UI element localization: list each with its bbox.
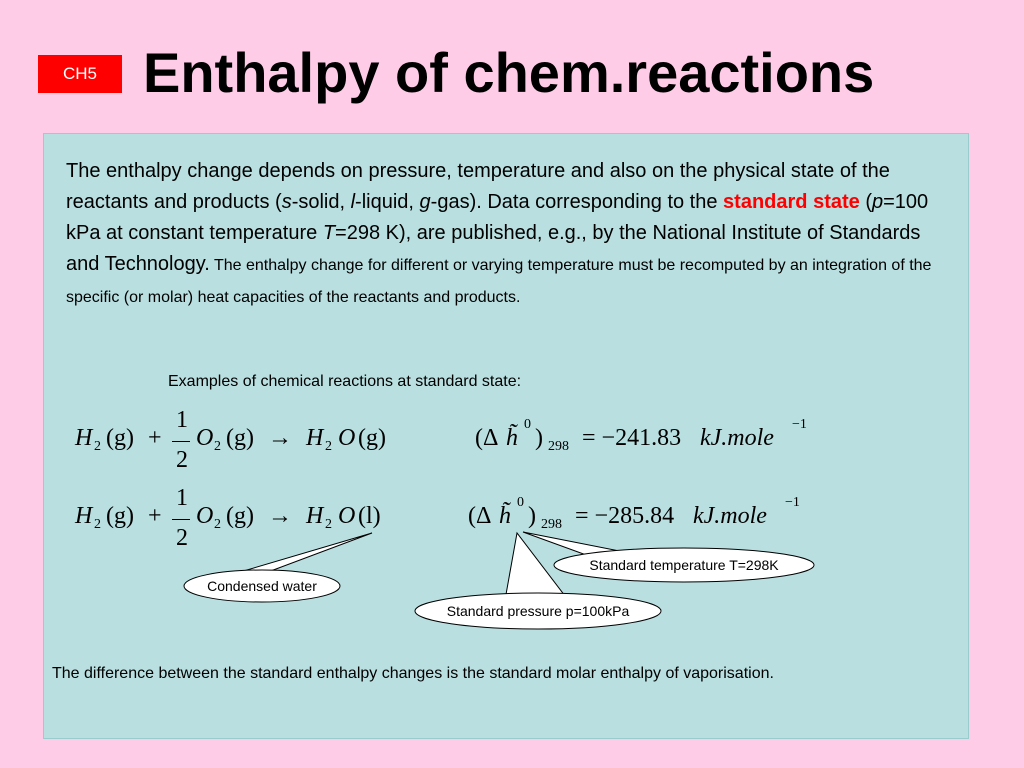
equation-part: (g) — [226, 425, 254, 451]
slide-title: Enthalpy of chem.reactions — [143, 41, 875, 104]
equation-part: 2 — [325, 517, 332, 532]
equation-part: 2 — [94, 439, 101, 454]
equation-part: ) — [528, 503, 536, 529]
equation-part: H — [75, 425, 93, 451]
equation-part: 2 — [325, 439, 332, 454]
equation-part: ) — [535, 425, 543, 451]
equation-part: O — [196, 503, 214, 529]
equation-part: (Δ — [468, 503, 492, 529]
callout-bubble — [183, 569, 341, 603]
equation-part: 1 — [176, 485, 188, 511]
text: =100 kPa at constant temperature — [66, 191, 929, 244]
text: The enthalpy change depends on pressure,… — [66, 160, 890, 213]
examples-caption: Examples of chemical reactions at standa… — [168, 373, 522, 390]
text: -gas). Data corresponding to the — [430, 191, 724, 213]
content-panel — [43, 133, 969, 739]
equation-part: 0 — [524, 417, 531, 432]
equation-part: O — [196, 425, 214, 451]
callout-text: Condensed water — [207, 578, 317, 594]
paragraph: The enthalpy change depends on pressure,… — [66, 156, 951, 313]
equation-part: h̃ — [499, 503, 511, 529]
callout-text: Standard pressure p=100kPa — [447, 603, 630, 619]
equation-part: (Δ — [475, 425, 499, 451]
equation-part: kJ.mole — [700, 425, 774, 451]
text: =298 K), are published, e.g., by the Nat… — [66, 222, 921, 275]
text: The enthalpy change for different or var… — [66, 257, 932, 306]
equation-part: 2 — [214, 439, 221, 454]
equation-part: H — [306, 425, 324, 451]
equation-part: (g) — [226, 503, 254, 529]
equation-part: O — [338, 503, 356, 529]
callout-bubble — [553, 547, 815, 583]
highlight: standard state — [723, 191, 860, 213]
text: -liquid, — [355, 191, 420, 213]
text: p — [871, 191, 884, 213]
text: ( — [859, 191, 872, 213]
callout-tail — [229, 532, 373, 576]
fraction-line — [172, 441, 190, 442]
chapter-badge: CH5 — [38, 55, 122, 93]
equation-part: O — [338, 425, 356, 451]
equation-part: + — [148, 503, 162, 529]
text: T — [322, 222, 336, 244]
text: l — [350, 191, 356, 213]
equation-part: (g) — [358, 425, 386, 451]
equation-part: = −241.83 — [582, 425, 682, 451]
equation-part: H — [75, 503, 93, 529]
equation-part: + — [148, 425, 162, 451]
equation-part: kJ.mole — [693, 503, 767, 529]
equation-part: h̃ — [506, 425, 518, 451]
equation-part: 298 — [541, 517, 562, 532]
equation-part: −1 — [785, 495, 800, 510]
equation-part: (l) — [358, 503, 381, 529]
fraction-line — [172, 519, 190, 520]
callout-text: Standard temperature T=298K — [589, 557, 779, 573]
text: s — [281, 191, 292, 213]
equation-part: (g) — [106, 503, 134, 529]
equation-part: → — [268, 503, 292, 529]
text: g — [419, 191, 431, 213]
equation-part: −1 — [792, 417, 807, 432]
equation-part: 2 — [176, 525, 188, 551]
equation-part: 1 — [176, 407, 188, 433]
equation-part: 298 — [548, 439, 569, 454]
equation-part: → — [268, 425, 292, 451]
equation-part: 2 — [176, 447, 188, 473]
equation-part: 2 — [214, 517, 221, 532]
text: -solid, — [291, 191, 351, 213]
equation-part: 0 — [517, 495, 524, 510]
equation-part: 2 — [94, 517, 101, 532]
equation-part: = −285.84 — [575, 503, 675, 529]
conclusion: The difference between the standard enth… — [52, 665, 774, 682]
equation-part: (g) — [106, 425, 134, 451]
equation-part: H — [306, 503, 324, 529]
callout-bubble — [414, 592, 662, 630]
